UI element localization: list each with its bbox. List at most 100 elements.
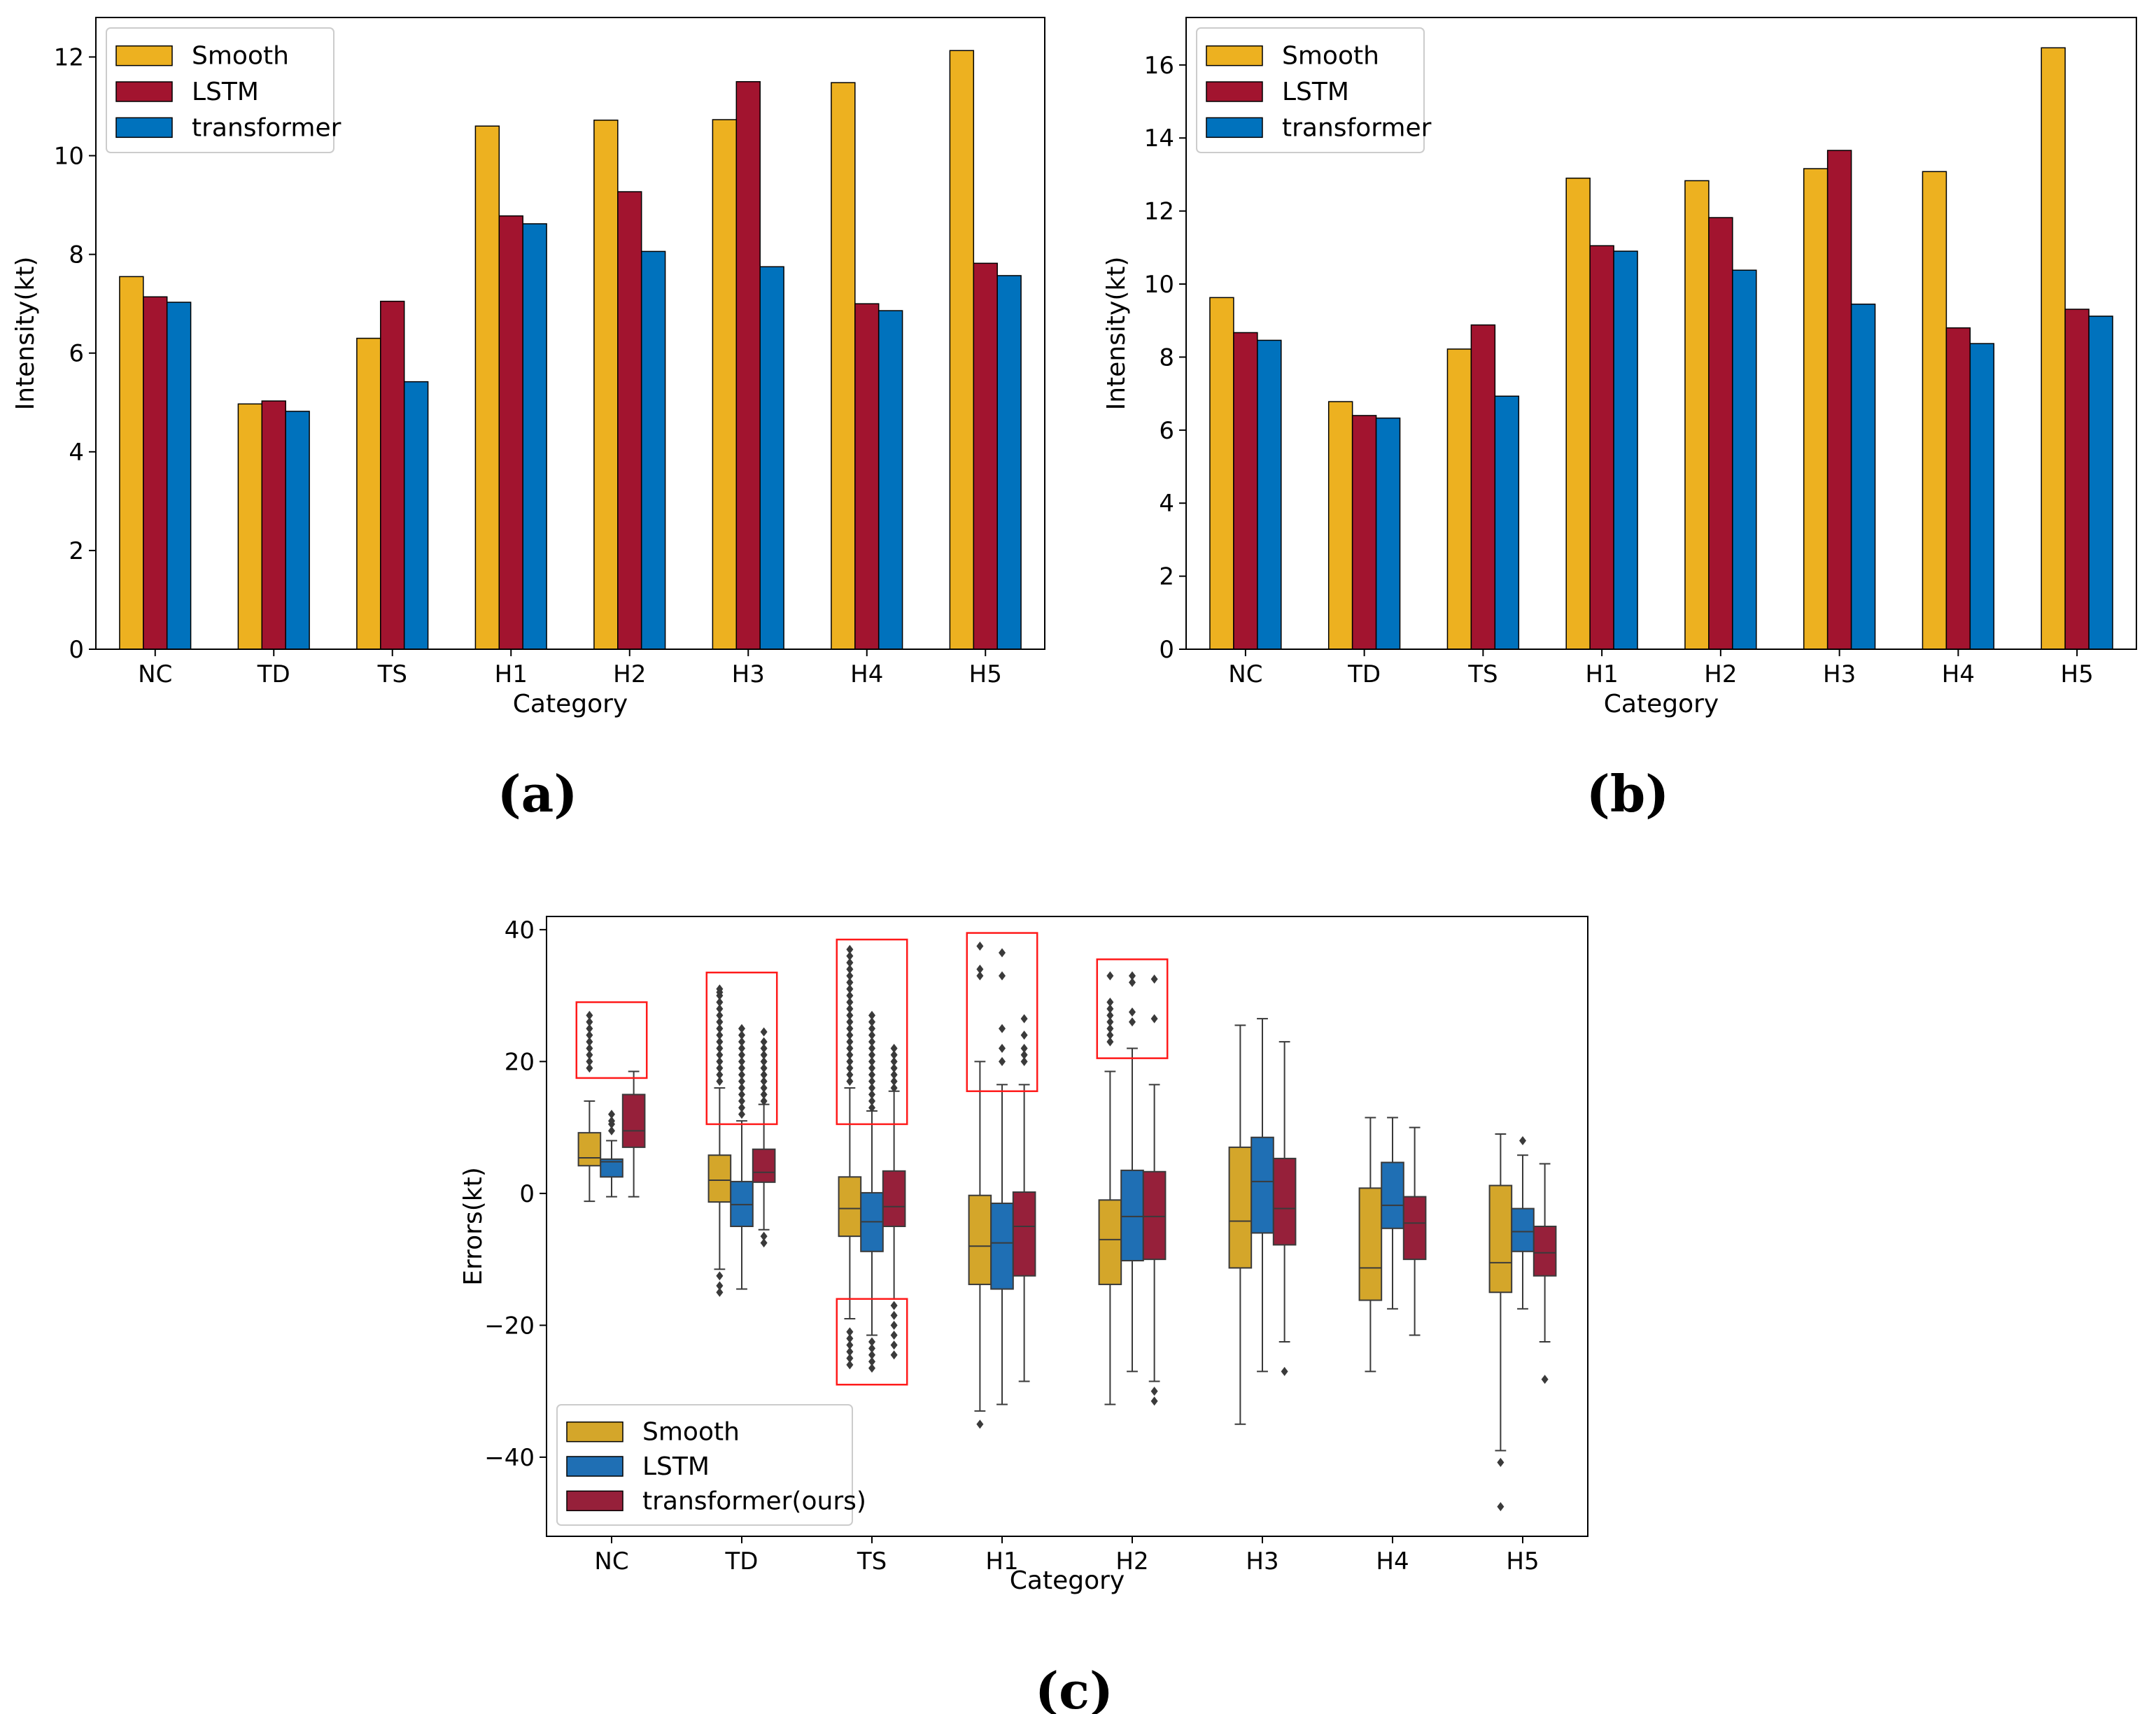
panel-c-lstm-h1-outlier-1 bbox=[999, 1044, 1006, 1054]
panel-c-transformer-ours-ts-outlier-7 bbox=[890, 1077, 898, 1086]
panel-c-transformer-ours-td-box-group bbox=[752, 1027, 776, 1248]
panel-c-smooth-ts-outlier-24 bbox=[846, 958, 854, 968]
panel-a-bar-lstm-h5 bbox=[973, 262, 998, 650]
panel-c-x-tick-label-h1: H1 bbox=[985, 1547, 1018, 1575]
panel-c-smooth-h1-box-group bbox=[968, 941, 992, 1429]
panel-c-highlight-td-outliers bbox=[705, 971, 778, 1126]
panel-b-bar-lstm-td bbox=[1351, 415, 1377, 650]
panel-b-x-tick-label-td: TD bbox=[1347, 660, 1381, 688]
panel-c-smooth-ts-outlier-23 bbox=[846, 964, 854, 974]
panel-c-lstm-ts-outlier-19 bbox=[868, 1010, 875, 1020]
panel-b-bar-transformer-h1 bbox=[1613, 250, 1638, 650]
panel-a-caption: (a) bbox=[498, 764, 578, 823]
panel-c-lstm-ts-outlier-8 bbox=[868, 1083, 875, 1093]
panel-a-bar-transformer-h5 bbox=[996, 275, 1022, 650]
panel-c-transformer-ours-h3-box bbox=[1272, 1157, 1297, 1246]
panel-c-y-tick-label-20: −20 bbox=[484, 1312, 535, 1340]
panel-c-smooth-ts-outlier-9 bbox=[846, 1056, 854, 1066]
panel-c-transformer-ours-h5-outlier-0 bbox=[1541, 1375, 1549, 1384]
panel-c-smooth-h2-outlier-7 bbox=[1106, 971, 1114, 981]
panel-c-lstm-ts-outlier-9 bbox=[868, 1077, 875, 1086]
panel-c-smooth-td-outlier-7 bbox=[716, 1050, 724, 1060]
panel-c-smooth-h2-outlier-5 bbox=[1106, 1004, 1114, 1014]
panel-c-smooth-ts-outlier-25 bbox=[846, 951, 854, 961]
panel-c-lstm-h3-box bbox=[1250, 1136, 1274, 1234]
panel-b-bars bbox=[1209, 47, 2113, 650]
panel-b-x-tick-label-nc: NC bbox=[1228, 660, 1262, 688]
panel-c-transformer-ours-td-box bbox=[752, 1148, 776, 1183]
panel-c-x-tick-label-h4: H4 bbox=[1376, 1547, 1409, 1575]
panel-c-smooth-ts-outlier-19 bbox=[846, 991, 854, 1000]
panel-c-highlight-h2-outliers bbox=[1096, 958, 1169, 1059]
panel-a-bar-smooth-ts bbox=[356, 337, 381, 650]
panel-c-smooth-td-outlier-10 bbox=[716, 1030, 724, 1040]
panel-b-x-axis-label: Category bbox=[1604, 690, 1719, 718]
panel-a-bar-transformer-nc bbox=[166, 302, 192, 650]
panel-c-smooth-nc-outlier-7 bbox=[586, 1017, 593, 1027]
panel-a-legend-swatch-transformer bbox=[115, 117, 173, 139]
panel-c-lstm-h2-outlier-3 bbox=[1129, 971, 1136, 981]
panel-b-plot-frame bbox=[1185, 17, 2137, 650]
panel-c-legend-swatch-lstm bbox=[566, 1456, 623, 1477]
panel-c-smooth-td-outlier-14 bbox=[716, 1004, 724, 1014]
panel-c-smooth-h2-outlier-4 bbox=[1106, 1010, 1114, 1020]
panel-c-lstm-td-outlier-3 bbox=[738, 1089, 745, 1099]
panel-c-smooth-td-outlier-2 bbox=[716, 1271, 724, 1281]
panel-b-bar-smooth-h2 bbox=[1684, 180, 1710, 650]
panel-c-smooth-nc-outlier-1 bbox=[586, 1056, 593, 1066]
panel-c-transformer-ours-h1-outlier-0 bbox=[1020, 1056, 1028, 1066]
panel-c-y-tick-label-40: −40 bbox=[484, 1444, 535, 1472]
panel-c-smooth-ts-outlier-17 bbox=[846, 1004, 854, 1014]
panel-b-y-tick-label-12: 12 bbox=[1144, 198, 1174, 226]
panel-a-bar-smooth-td bbox=[237, 403, 263, 650]
panel-c-highlight-nc-outliers bbox=[575, 1001, 648, 1079]
panel-c-lstm-td-outlier-7 bbox=[738, 1063, 745, 1073]
panel-c-transformer-ours-td-outlier-0 bbox=[760, 1238, 768, 1248]
panel-c-lstm-td-outlier-2 bbox=[738, 1096, 745, 1106]
panel-c-lstm-ts-outlier-6 bbox=[868, 1096, 875, 1106]
panel-c-transformer-ours-ts-outlier-8 bbox=[890, 1070, 898, 1079]
panel-c-lstm-ts-outlier-16 bbox=[868, 1030, 875, 1040]
panel-c-smooth-td-outlier-18 bbox=[716, 984, 724, 994]
panel-a-x-tick-label-h3: H3 bbox=[732, 660, 765, 688]
panel-c-x-tick-label-td: TD bbox=[725, 1547, 759, 1575]
panel-c-smooth-ts-outlier-26 bbox=[846, 944, 854, 954]
panel-c-lstm-td-outlier-0 bbox=[738, 1110, 745, 1119]
panel-c-smooth-h2-outlier-1 bbox=[1106, 1030, 1114, 1040]
panel-b-bar-smooth-nc bbox=[1209, 297, 1234, 650]
panel-c-lstm-h2-box bbox=[1120, 1169, 1144, 1262]
panel-c-transformer-ours-ts-outlier-6 bbox=[890, 1083, 898, 1093]
panel-c-x-tick-label-h5: H5 bbox=[1506, 1547, 1539, 1575]
panel-c-smooth-td-outlier-6 bbox=[716, 1056, 724, 1066]
panel-b-y-tick-label-10: 10 bbox=[1144, 271, 1174, 299]
panel-c-highlight-h1-outliers bbox=[966, 932, 1038, 1093]
panel-c-highlight-regions bbox=[575, 932, 1169, 1386]
panel-c-lstm-ts-outlier-12 bbox=[868, 1056, 875, 1066]
panel-b-x-tick-label-h5: H5 bbox=[2061, 660, 2094, 688]
panel-a-y-tick-label-6: 6 bbox=[69, 340, 84, 368]
panel-c-x-tick-label-h3: H3 bbox=[1246, 1547, 1278, 1575]
panel-c-plot-frame bbox=[546, 916, 1588, 1537]
panel-b-bar-lstm-h2 bbox=[1708, 217, 1733, 650]
panel-b-bar-smooth-ts bbox=[1446, 348, 1472, 650]
panel-c-smooth-h1-outlier-1 bbox=[976, 971, 984, 981]
panel-c-lstm-td-outlier-13 bbox=[738, 1024, 745, 1033]
panel-c-smooth-h1-outlier-0 bbox=[976, 1419, 984, 1429]
panel-b-y-tick-label-2: 2 bbox=[1159, 563, 1174, 591]
panel-a-y-tick-label-2: 2 bbox=[69, 537, 84, 565]
panel-c-lstm-h1-outlier-2 bbox=[999, 1024, 1006, 1033]
panel-c-x-tick-label-nc: NC bbox=[594, 1547, 628, 1575]
panel-c-smooth-td-outlier-15 bbox=[716, 998, 724, 1007]
panel-c-smooth-ts-outlier-2 bbox=[846, 1347, 854, 1357]
panel-c-smooth-h4-box bbox=[1358, 1187, 1383, 1301]
panel-b-y-tick-label-14: 14 bbox=[1144, 125, 1174, 153]
panel-b-bar-lstm-h4 bbox=[1945, 327, 1971, 650]
panel-c-transformer-ours-ts-outlier-0 bbox=[890, 1350, 898, 1360]
panel-a-y-tick-label-8: 8 bbox=[69, 241, 84, 269]
panel-b-bar-smooth-h4 bbox=[1922, 171, 1947, 650]
panel-a-bar-transformer-h1 bbox=[522, 223, 547, 650]
panel-c-transformer-ours-ts-outlier-1 bbox=[890, 1340, 898, 1350]
panel-c-smooth-td-outlier-5 bbox=[716, 1063, 724, 1073]
panel-c-transformer-ours-h3-box-group bbox=[1272, 1041, 1297, 1376]
